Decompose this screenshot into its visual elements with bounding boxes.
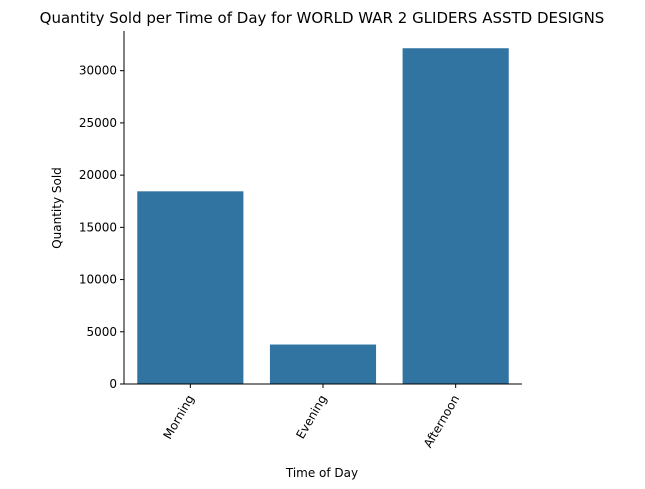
y-tick-label: 5000	[86, 325, 117, 339]
y-tick-label: 10000	[79, 273, 117, 287]
y-axis: 0 5000 10000 15000 20000 25000 30000	[79, 31, 125, 391]
bar-evening	[269, 344, 377, 384]
x-axis: Morning Evening Afternoon	[124, 383, 522, 451]
x-tick-label: Evening	[293, 393, 329, 442]
bar-afternoon	[402, 48, 509, 385]
y-tick-label: 30000	[79, 64, 117, 78]
y-axis-label: Quantity Sold	[50, 167, 64, 249]
chart-title: Quantity Sold per Time of Day for WORLD …	[40, 9, 605, 27]
y-tick-label: 20000	[79, 168, 117, 182]
x-tick-label: Afternoon	[421, 393, 462, 451]
bars-layer	[137, 48, 509, 385]
x-tick-label: Morning	[161, 393, 197, 442]
x-axis-label: Time of Day	[285, 466, 358, 480]
y-tick-label: 0	[109, 377, 117, 391]
y-tick-label: 15000	[79, 220, 117, 234]
y-tick-label: 25000	[79, 116, 117, 130]
bar-morning	[137, 191, 244, 384]
